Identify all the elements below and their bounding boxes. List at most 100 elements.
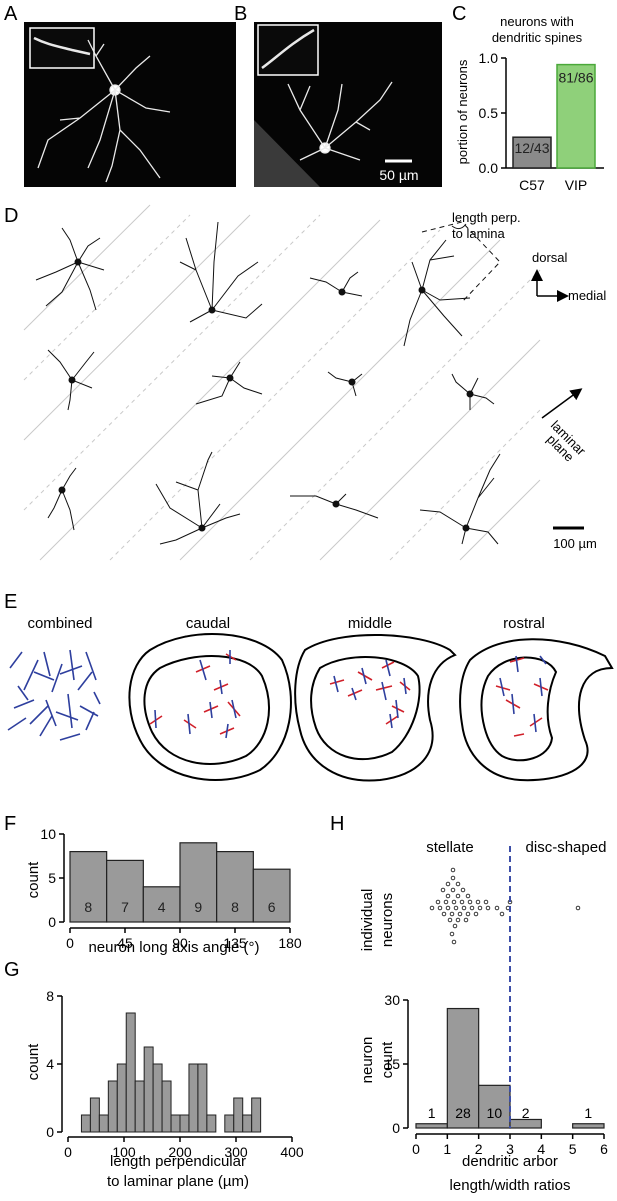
chart-h-xtick-label: 3 <box>506 1141 514 1157</box>
chart-f-xtick-label: 180 <box>278 935 302 951</box>
neuron-tracing-1 <box>35 227 105 311</box>
chart-h-xtick-label: 4 <box>537 1141 545 1157</box>
chart-c-ytick-label: 0.0 <box>479 160 499 176</box>
chart-f-ytick-label: 0 <box>48 914 56 930</box>
chart-c-category-label: C57 <box>519 177 545 193</box>
chart-f-xtick-label: 0 <box>66 935 74 951</box>
medial-label: medial <box>568 288 606 303</box>
chart-g-bar <box>170 1114 181 1133</box>
chart-f-data-label: 4 <box>158 899 166 915</box>
inset-dendrite-a <box>33 36 91 56</box>
chart-h-data-label: 28 <box>455 1105 471 1121</box>
chart-g-bar <box>188 1063 199 1133</box>
chart-f-bar <box>216 850 254 923</box>
chart-h-xtick-label: 6 <box>600 1141 608 1157</box>
chart-g-bar <box>242 1114 253 1133</box>
dorsal-label: dorsal <box>532 250 568 265</box>
chart-g-bar <box>134 1080 145 1133</box>
chart-h-bar <box>415 1123 448 1129</box>
neuron-tracing-8 <box>451 373 495 410</box>
e-title-middle: middle <box>348 615 392 632</box>
panel-label-f: F <box>4 813 16 835</box>
panel-d: D <box>4 204 606 561</box>
panel-label-b: B <box>234 3 247 25</box>
panel-label-c: C <box>452 3 466 25</box>
h-label-disc: disc-shaped <box>526 839 607 856</box>
neuron-tracing-10 <box>155 451 241 545</box>
panel-label-e: E <box>4 591 17 613</box>
chart-h-ytick-label: 0 <box>392 1120 400 1136</box>
chart-g-bar <box>98 1114 109 1133</box>
chart-g-bar <box>179 1114 190 1133</box>
neuron-tracings <box>35 221 501 545</box>
chart-f-data-label: 8 <box>84 899 92 915</box>
inset-dendrite-b <box>261 28 315 70</box>
chart-g-bar <box>224 1114 235 1133</box>
chart-g-xtick-label: 100 <box>112 1144 136 1160</box>
chart-g-ylabel: count <box>25 1043 42 1081</box>
chart-g-xtick-label: 200 <box>168 1144 192 1160</box>
laminar-arrow <box>541 388 583 419</box>
chart-g-bar <box>89 1097 100 1133</box>
neuron-tracing-4 <box>403 239 471 347</box>
chart-c-ytick-label: 1.0 <box>479 50 499 66</box>
h-top-ylabel-1: individual <box>359 889 376 952</box>
panel-c: C neurons with dendritic spines portion … <box>452 3 604 193</box>
chart-f-bar <box>179 842 218 923</box>
chart-f-data-label: 7 <box>121 899 129 915</box>
micrograph-b-corner <box>254 120 320 187</box>
chart-c-ytick-label: 0.5 <box>479 105 499 121</box>
panel-e: E combined caudal middle rostral <box>4 591 614 782</box>
chart-f-ylabel: count <box>25 861 42 899</box>
chart-g-bar <box>152 1063 163 1133</box>
chart-g-bar <box>161 1080 172 1133</box>
chart-g-ytick-label: 8 <box>46 988 54 1004</box>
neuron-tracing-12 <box>419 453 501 545</box>
chart-f-bar <box>142 886 181 923</box>
chart-h-bar <box>509 1118 542 1129</box>
h-bottom-ylabel-2: count <box>379 1041 396 1079</box>
chart-c-ylabel: portion of neurons <box>455 59 470 164</box>
chart-f-bar <box>106 859 144 923</box>
region-crosses <box>149 650 549 739</box>
length-note-1: length perp. <box>452 210 521 225</box>
chart-c-title-2: dendritic spines <box>492 30 583 45</box>
panel-label-h: H <box>330 813 344 835</box>
neuron-tracing-5 <box>47 349 95 411</box>
panel-label-g: G <box>4 959 20 981</box>
chart-c-bar <box>556 63 596 169</box>
length-note-2: to lamina <box>452 226 506 241</box>
chart-h-ytick-label: 30 <box>384 992 400 1008</box>
chart-h-xtick-label: 5 <box>569 1141 577 1157</box>
laminar-guides <box>23 204 541 561</box>
chart-h-data-label: 1 <box>584 1105 592 1121</box>
chart-f-data-label: 9 <box>194 899 202 915</box>
chart-f-bar <box>252 868 291 923</box>
chart-c-data-label: 12/43 <box>514 140 549 156</box>
chart-g-bar <box>125 1012 136 1133</box>
chart-g-xlabel-2: to laminar plane (µm) <box>107 1173 249 1190</box>
chart-h-ytick-label: 15 <box>384 1056 400 1072</box>
panel-label-d: D <box>4 205 18 227</box>
chart-f-ytick-label: 10 <box>40 826 56 842</box>
chart-f-data-label: 8 <box>231 899 239 915</box>
chart-g-ytick-label: 0 <box>46 1124 54 1140</box>
chart-h-xtick-label: 1 <box>443 1141 451 1157</box>
chart-h-bar <box>446 1007 480 1129</box>
chart-f-ytick-label: 5 <box>48 870 56 886</box>
region-outlines <box>128 633 614 782</box>
chart-g-bar <box>143 1046 154 1133</box>
chart-g-xtick-label: 0 <box>64 1144 72 1160</box>
neuron-tracing-2 <box>179 221 263 323</box>
e-title-caudal: caudal <box>186 615 230 632</box>
panel-a: A <box>4 3 236 187</box>
chart-c-title-1: neurons with <box>500 14 574 29</box>
scalebar-b-label: 50 µm <box>379 167 418 183</box>
chart-h-xlabel-1: dendritic arbor <box>462 1153 558 1170</box>
neuron-tracing-11 <box>290 493 379 519</box>
chart-f-xlabel: neuron long axis angle (°) <box>88 939 259 956</box>
panel-label-a: A <box>4 3 18 25</box>
chart-c: 0.0 0.5 1.0 12/43 C57 81/86 VIP <box>479 50 604 193</box>
length-bracket <box>421 221 501 303</box>
